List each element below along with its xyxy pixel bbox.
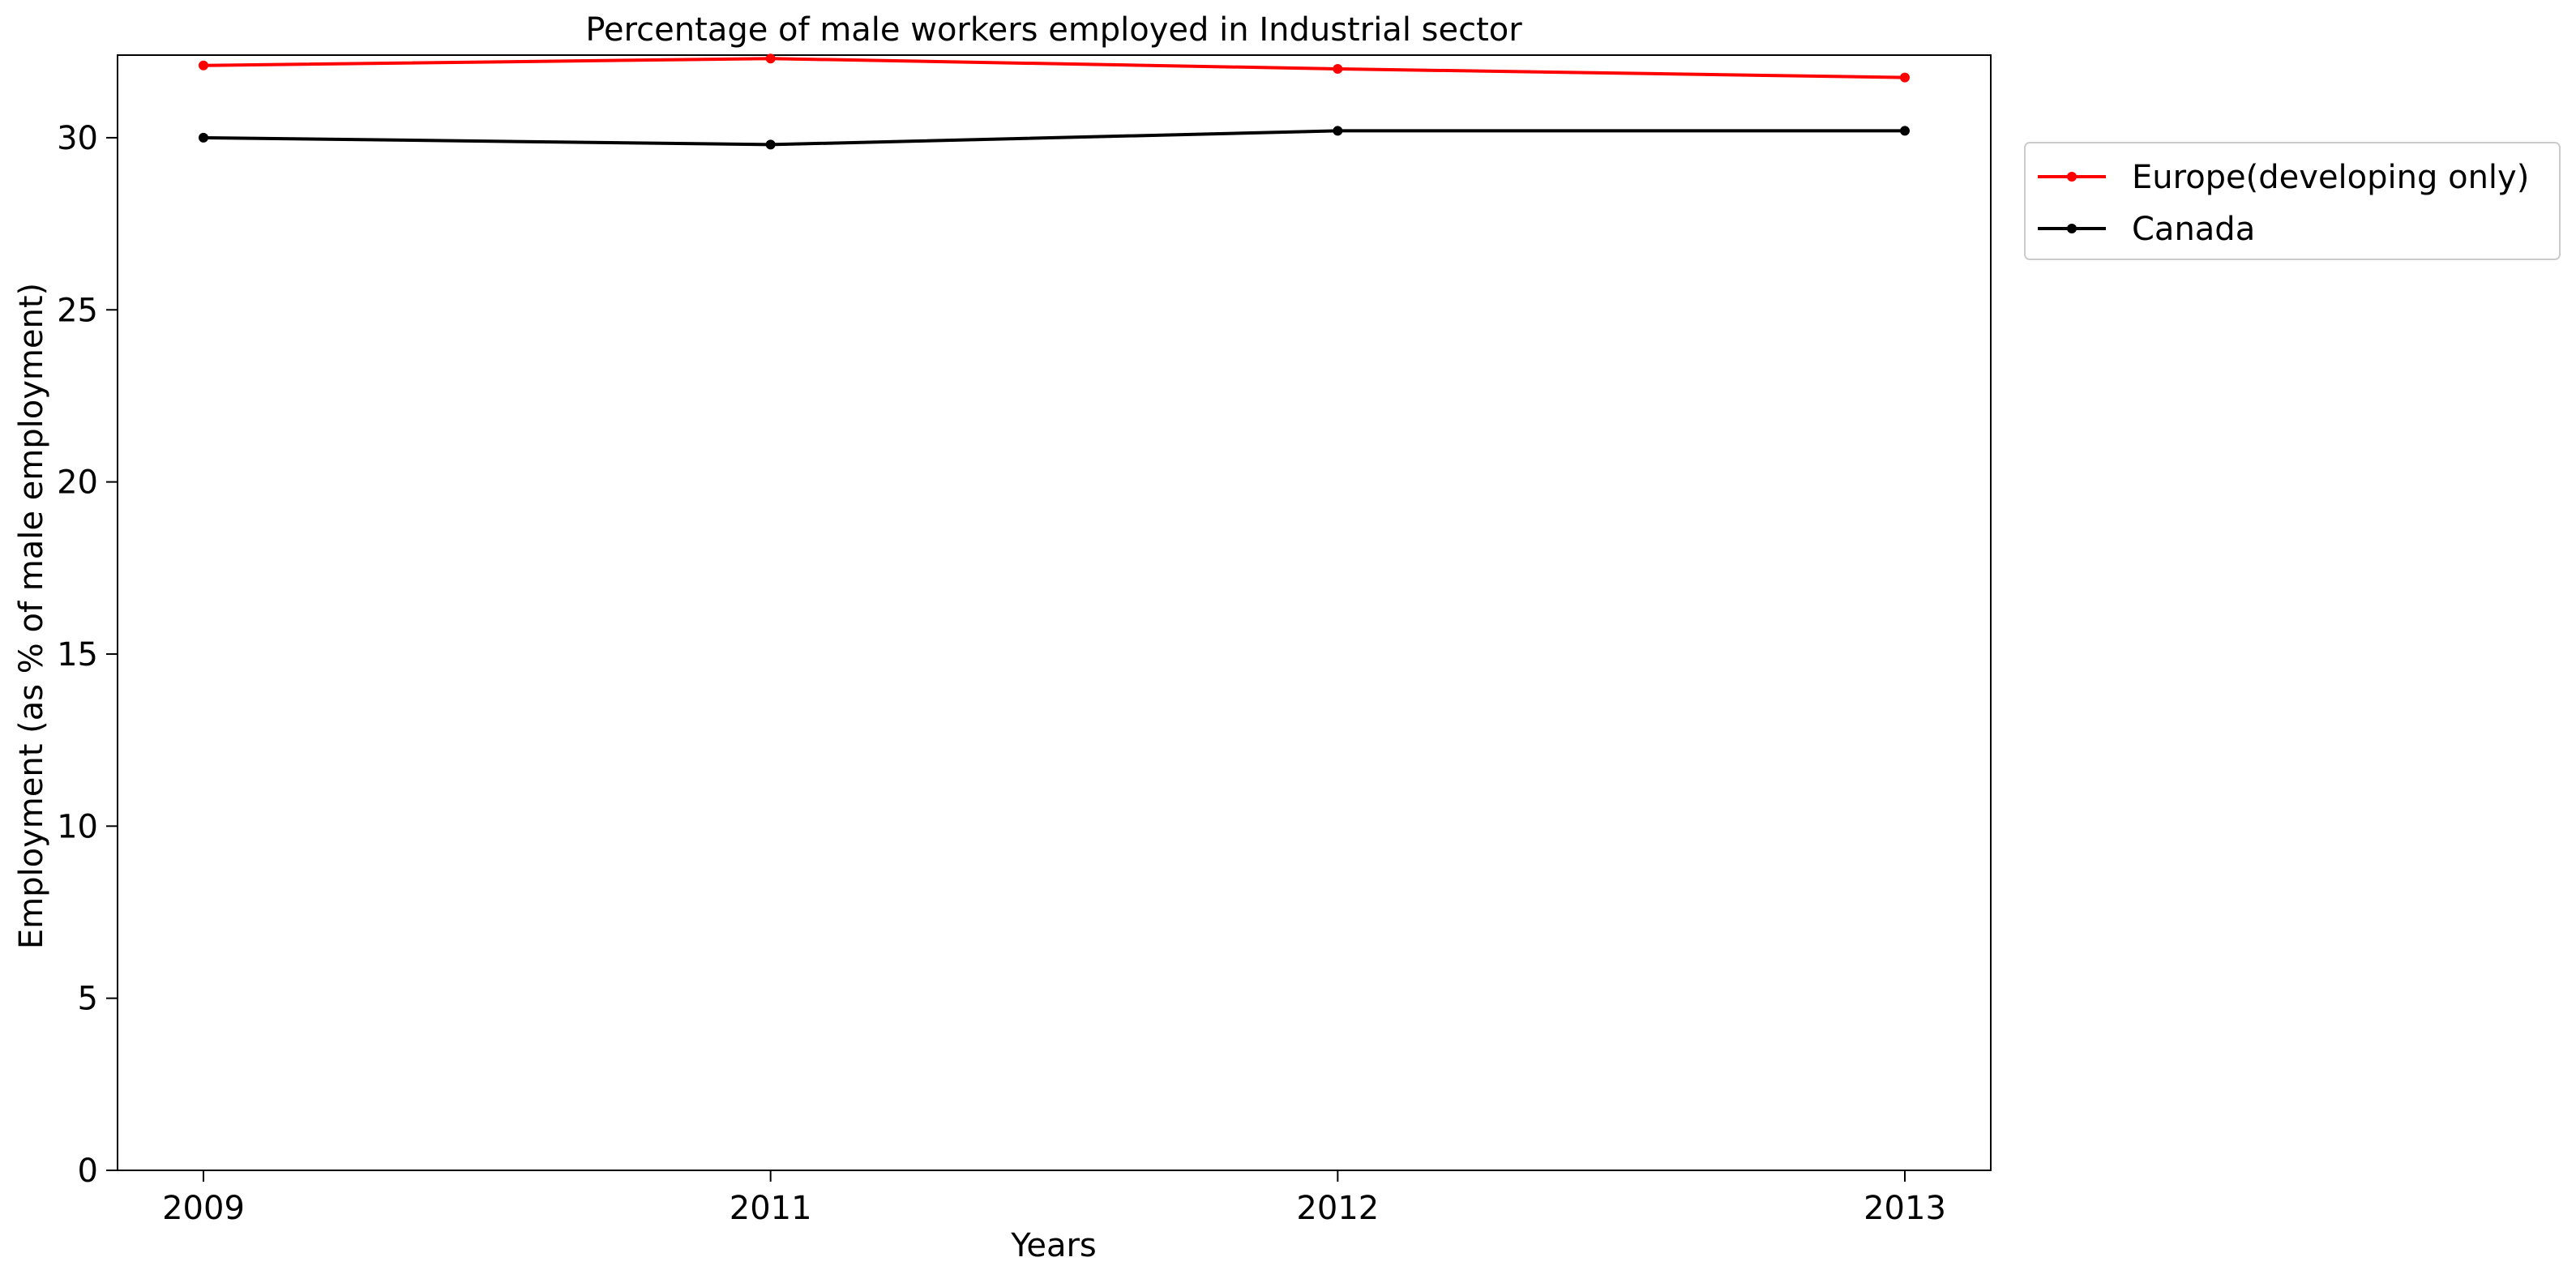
legend: Europe(developing only) Canada: [2024, 142, 2561, 260]
series-line-2: [203, 129, 1905, 147]
x-tick-label: 2011: [730, 1190, 812, 1227]
series-1-point: [1900, 72, 1910, 83]
x-axis-label: Years: [1010, 1227, 1097, 1264]
y-tick-label: 25: [57, 292, 98, 329]
y-tick-label: 0: [78, 1153, 98, 1190]
y-tick-label: 5: [78, 981, 98, 1018]
series-line-1: [203, 57, 1906, 79]
legend-box: [2024, 142, 2561, 260]
x-tick-label: 2013: [1864, 1190, 1946, 1227]
series-1-point: [199, 60, 208, 71]
x-tick-label: 2012: [1296, 1190, 1379, 1227]
series-1-point: [1333, 63, 1343, 74]
series-2-point: [1333, 126, 1343, 136]
plot-area: 0 5 10 15 20 25 30 2009 2011 2012 2013: [57, 53, 1992, 1227]
y-tick-label: 15: [57, 636, 98, 674]
y-axis-label: Employment (as % of male employment): [13, 283, 50, 949]
legend-swatch-marker: [2067, 224, 2077, 233]
series-1-point: [765, 53, 776, 64]
chart-title: Percentage of male workers employed in I…: [585, 11, 1522, 49]
legend-label: Europe(developing only): [2132, 159, 2529, 196]
legend-swatch-marker: [2067, 172, 2077, 182]
series-2-point: [765, 139, 776, 150]
y-tick-label: 10: [57, 808, 98, 845]
plot-frame: [117, 54, 1992, 1171]
y-tick-label: 20: [57, 464, 98, 502]
x-tick-label: 2009: [162, 1190, 245, 1227]
y-tick-label: 30: [57, 120, 98, 157]
series-2-point: [199, 132, 208, 143]
series-2-point: [1900, 126, 1910, 136]
legend-label: Canada: [2132, 211, 2255, 248]
